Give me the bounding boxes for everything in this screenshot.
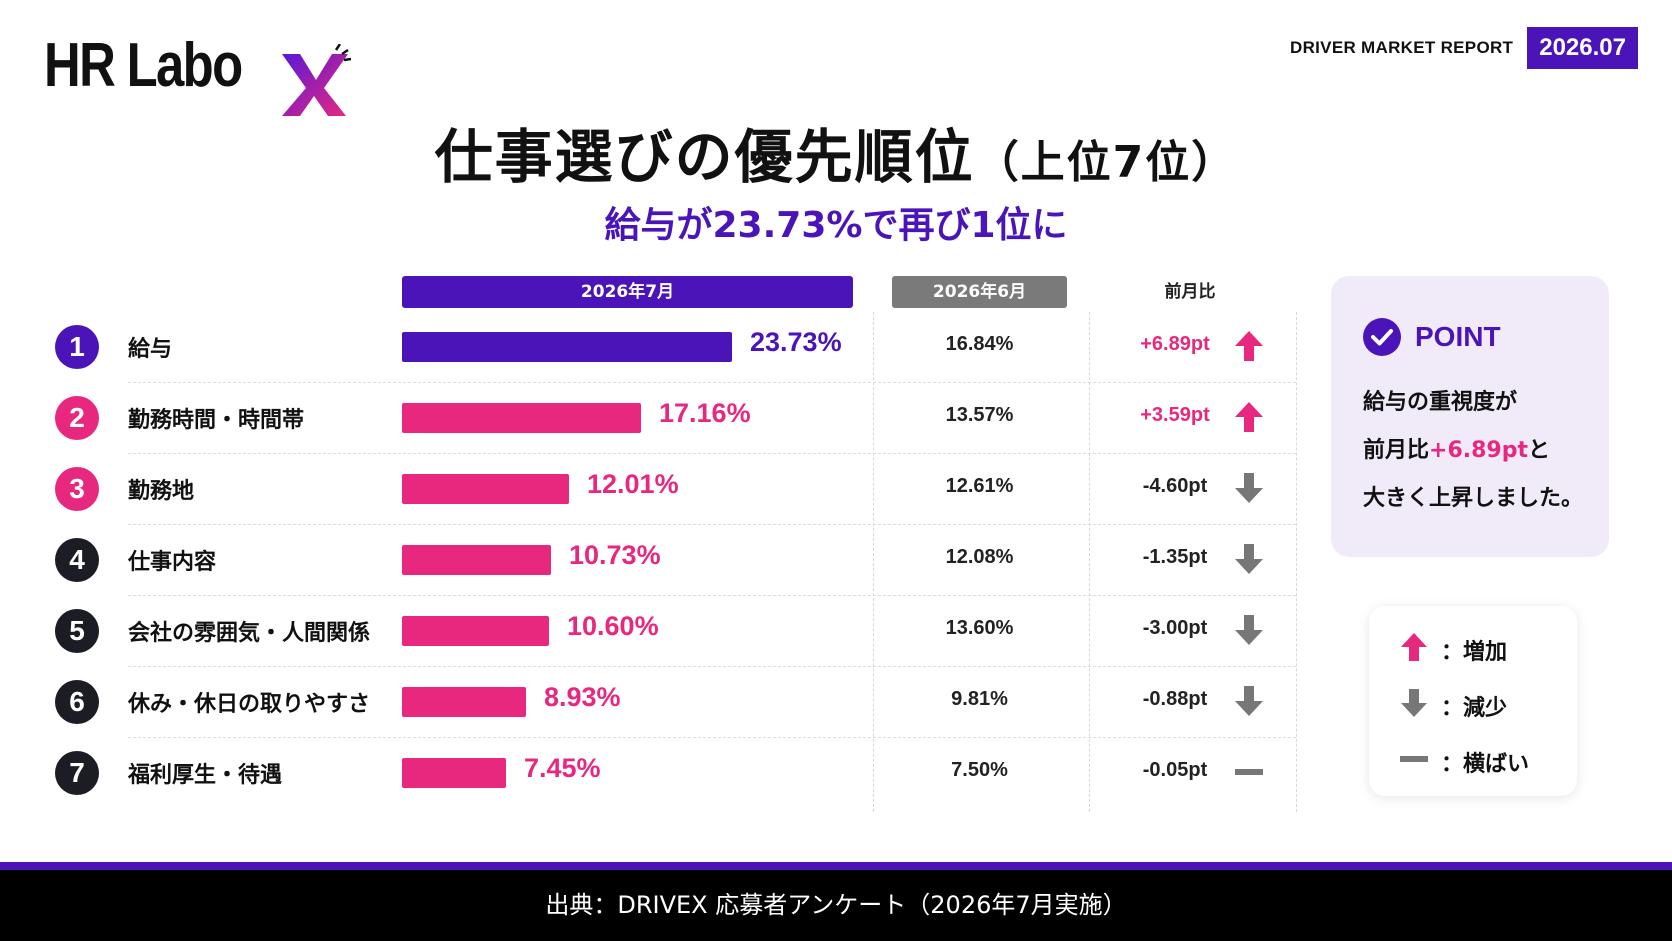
hr-labo-logo: HR Labo bbox=[44, 22, 352, 116]
column-divider bbox=[873, 312, 874, 812]
rank-badge: 7 bbox=[55, 751, 99, 795]
ranking-row: 7 福利厚生・待遇 7.45% 7.50% -0.05pt bbox=[55, 737, 1295, 808]
value-change: -4.60pt bbox=[1142, 475, 1208, 497]
point-title: POINT bbox=[1415, 321, 1501, 352]
legend-label-down: ：減少 bbox=[1441, 696, 1508, 721]
bar-current bbox=[402, 758, 506, 788]
value-change: +3.59pt bbox=[1140, 404, 1210, 426]
arrow-up-icon bbox=[1401, 633, 1427, 661]
value-change: +6.89pt bbox=[1140, 333, 1210, 355]
category-label: 休み・休日の取りやすさ bbox=[128, 692, 371, 717]
point-line2-post: と bbox=[1528, 438, 1551, 463]
column-header-current: 2026年7月 bbox=[402, 276, 853, 308]
report-label: DRIVER MARKET REPORT bbox=[1290, 38, 1514, 57]
value-change: -3.00pt bbox=[1142, 617, 1208, 639]
value-previous: 13.57% bbox=[945, 404, 1014, 426]
page-title: 仕事選びの優先順位（上位7位） bbox=[0, 110, 1672, 194]
ranking-row: 1 給与 23.73% 16.84% +6.89pt bbox=[55, 311, 1295, 382]
column-header-change: 前月比 bbox=[1164, 282, 1216, 302]
value-previous: 9.81% bbox=[951, 688, 1008, 710]
arrow-up-icon bbox=[1235, 331, 1263, 361]
ranking-row: 6 休み・休日の取りやすさ 8.93% 9.81% -0.88pt bbox=[55, 666, 1295, 737]
report-header: DRIVER MARKET REPORT 2026.07 bbox=[1290, 27, 1638, 69]
bar-current bbox=[402, 474, 569, 504]
category-label: 給与 bbox=[128, 337, 173, 362]
point-text-line-1: 給与の重視度が bbox=[1363, 390, 1518, 415]
arrow-down-icon bbox=[1235, 473, 1263, 503]
dash-icon bbox=[1400, 756, 1428, 762]
bar-current bbox=[402, 332, 732, 362]
row-divider bbox=[128, 595, 1296, 596]
bar-current bbox=[402, 545, 551, 575]
ranking-row: 5 会社の雰囲気・人間関係 10.60% 13.60% -3.00pt bbox=[55, 595, 1295, 666]
category-label: 福利厚生・待遇 bbox=[128, 763, 283, 788]
rank-badge: 2 bbox=[55, 396, 99, 440]
value-current: 8.93% bbox=[544, 682, 621, 712]
check-circle-icon bbox=[1363, 318, 1401, 356]
value-current: 12.01% bbox=[587, 469, 679, 499]
page-subtitle: 給与が23.73%で再び1位に bbox=[604, 205, 1068, 246]
category-label: 勤務時間・時間帯 bbox=[128, 408, 305, 433]
point-text-line-3: 大きく上昇しました。 bbox=[1363, 486, 1584, 511]
category-label: 仕事内容 bbox=[128, 550, 217, 575]
value-current: 17.16% bbox=[659, 398, 751, 428]
value-previous: 7.50% bbox=[951, 759, 1008, 781]
rank-badge: 6 bbox=[55, 680, 99, 724]
value-current: 23.73% bbox=[750, 327, 842, 357]
report-date-badge: 2026.07 bbox=[1527, 27, 1638, 69]
rank-badge: 5 bbox=[55, 609, 99, 653]
category-label: 会社の雰囲気・人間関係 bbox=[128, 621, 371, 646]
arrow-down-icon bbox=[1235, 544, 1263, 574]
legend-label-up: ：増加 bbox=[1441, 640, 1508, 665]
trend-legend: ：増加 ：減少 ：横ばい bbox=[1369, 606, 1577, 796]
arrow-down-icon bbox=[1235, 615, 1263, 645]
dash-icon bbox=[1235, 769, 1263, 775]
category-label: 勤務地 bbox=[128, 479, 195, 504]
column-divider bbox=[1089, 312, 1090, 812]
value-change: -1.35pt bbox=[1142, 546, 1208, 568]
row-divider bbox=[128, 524, 1296, 525]
logo-x-mark bbox=[282, 44, 352, 116]
point-text-line-2: 前月比+6.89ptと bbox=[1363, 432, 1550, 464]
row-divider bbox=[128, 453, 1296, 454]
column-header-previous: 2026年6月 bbox=[892, 276, 1067, 308]
value-previous: 12.08% bbox=[945, 546, 1014, 568]
title-main: 仕事選びの優先順位 bbox=[434, 123, 975, 191]
footer-accent-band bbox=[0, 862, 1672, 870]
value-current: 10.60% bbox=[567, 611, 659, 641]
ranking-row: 2 勤務時間・時間帯 17.16% 13.57% +3.59pt bbox=[55, 382, 1295, 453]
arrow-up-icon bbox=[1235, 402, 1263, 432]
legend-item-flat: ：横ばい bbox=[1399, 740, 1569, 780]
row-divider bbox=[128, 382, 1296, 383]
value-previous: 13.60% bbox=[945, 617, 1014, 639]
value-change: -0.05pt bbox=[1142, 759, 1208, 781]
legend-item-up: ：増加 bbox=[1399, 628, 1569, 668]
bar-current bbox=[402, 616, 549, 646]
column-divider bbox=[1296, 312, 1297, 812]
title-suffix: （上位7位） bbox=[974, 137, 1238, 188]
value-current: 10.73% bbox=[569, 540, 661, 570]
rank-badge: 3 bbox=[55, 467, 99, 511]
ranking-row: 4 仕事内容 10.73% 12.08% -1.35pt bbox=[55, 524, 1295, 595]
bar-current bbox=[402, 687, 526, 717]
row-divider bbox=[128, 666, 1296, 667]
value-previous: 16.84% bbox=[945, 333, 1014, 355]
rank-badge: 1 bbox=[55, 325, 99, 369]
logo-text: HR Labo bbox=[44, 31, 243, 100]
arrow-down-icon bbox=[1401, 689, 1427, 717]
bar-current bbox=[402, 403, 641, 433]
ranking-row: 3 勤務地 12.01% 12.61% -4.60pt bbox=[55, 453, 1295, 524]
value-change: -0.88pt bbox=[1142, 688, 1208, 710]
row-divider bbox=[128, 737, 1296, 738]
rank-badge: 4 bbox=[55, 538, 99, 582]
value-previous: 12.61% bbox=[945, 475, 1014, 497]
value-current: 7.45% bbox=[524, 753, 601, 783]
arrow-down-icon bbox=[1235, 686, 1263, 716]
source-footer: 出典：DRIVEX 応募者アンケート（2026年7月実施） bbox=[0, 870, 1672, 941]
legend-item-down: ：減少 bbox=[1399, 684, 1569, 724]
point-line2-pre: 前月比 bbox=[1363, 438, 1430, 463]
point-highlight-value: +6.89pt bbox=[1429, 438, 1528, 463]
point-box: POINT 給与の重視度が 前月比+6.89ptと 大きく上昇しました。 bbox=[1331, 276, 1609, 557]
legend-label-flat: ：横ばい bbox=[1441, 752, 1530, 777]
